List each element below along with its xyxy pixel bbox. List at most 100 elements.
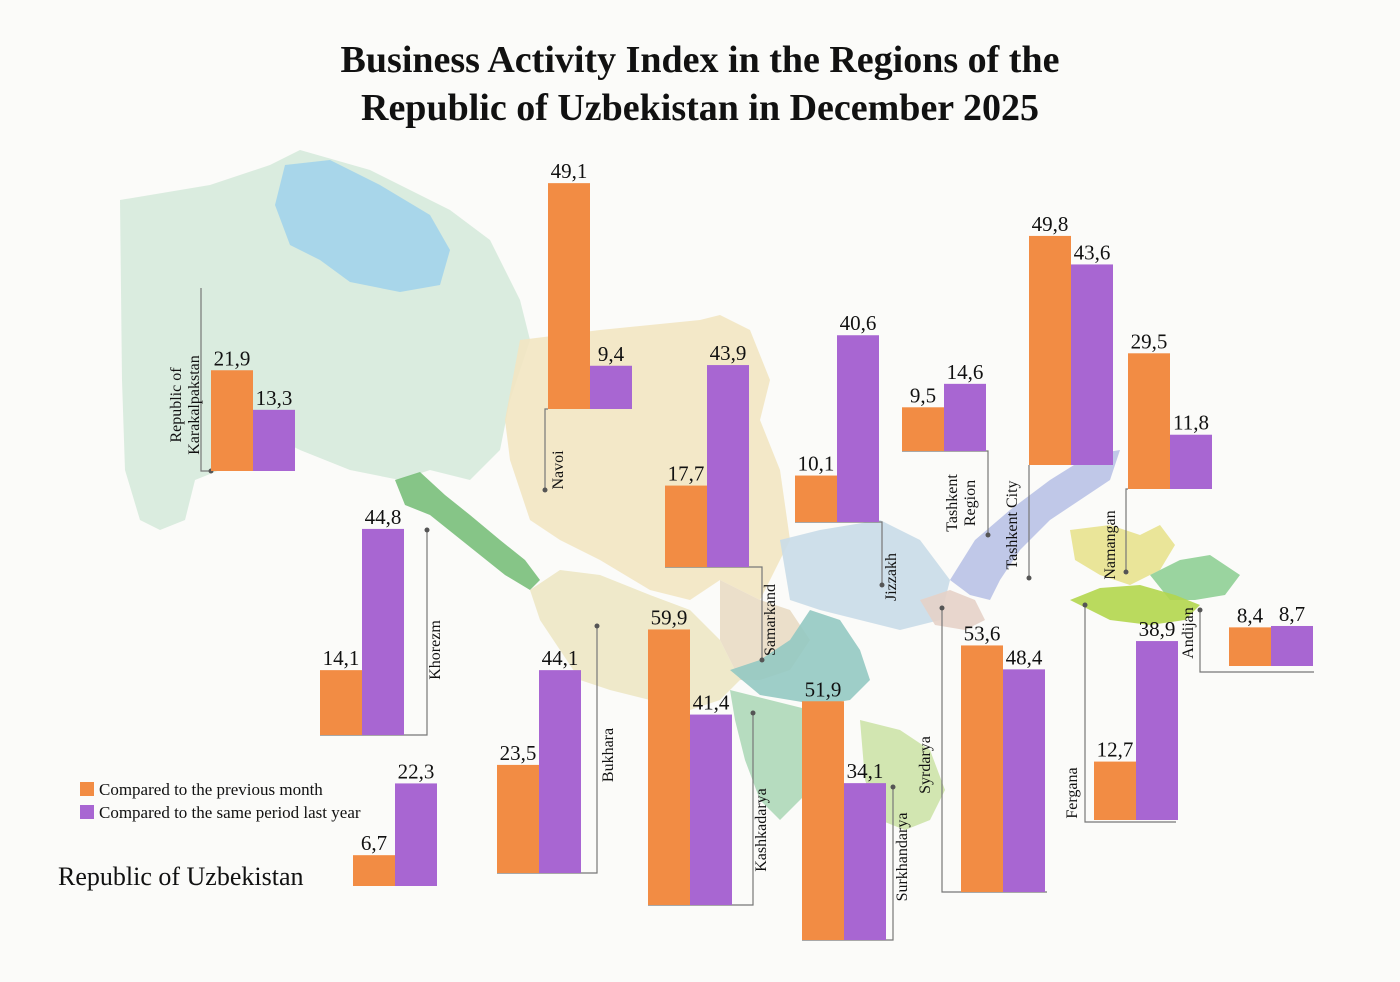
region-label-surkhandarya: Surkhandarya (894, 813, 911, 902)
bar-prev-month-fergana (1094, 761, 1136, 820)
map-aral-sea (275, 160, 450, 292)
bar-prev-month-republic-of-uzbekistan (353, 855, 395, 886)
region-marker-fergana (1082, 602, 1088, 608)
region-marker-bukhara (594, 623, 600, 629)
connector-navoi (544, 408, 548, 490)
bar-same-period-jizzakh (837, 335, 879, 522)
bar-same-period-samarkand (707, 365, 749, 567)
bar-prev-month-republic-of-karakalpakstan (211, 370, 253, 471)
region-marker-tashkent-city (1026, 575, 1032, 581)
value-label-same-period-syrdarya: 48,4 (1006, 645, 1043, 669)
value-label-prev-month-andijan: 8,4 (1237, 603, 1264, 627)
bar-same-period-navoi (590, 365, 632, 409)
connector-jizzakh (795, 521, 883, 585)
bar-same-period-bukhara (539, 670, 581, 873)
value-label-same-period-republic-of-uzbekistan: 22,3 (398, 759, 435, 783)
region-label-republic-of-karakalpakstan: Republic ofKarakalpakstan (168, 355, 203, 455)
value-label-prev-month-kashkadarya: 59,9 (651, 605, 688, 629)
map-region-kashkadarya (730, 610, 870, 705)
value-label-prev-month-fergana: 12,7 (1097, 738, 1134, 762)
connector-andijan (1199, 610, 1314, 673)
legend: Compared to the previous month Compared … (80, 778, 369, 824)
region-label-syrdarya: Syrdarya (917, 736, 934, 794)
region-marker-syrdarya (939, 605, 945, 611)
bar-same-period-surkhandarya (844, 783, 886, 940)
map-region-jizzakh (780, 520, 950, 630)
value-label-prev-month-republic-of-uzbekistan: 6,7 (361, 831, 387, 855)
region-label-andijan: Andijan (1180, 607, 1197, 659)
bar-prev-month-tashkent-region (902, 407, 944, 451)
connector-fergana (1084, 605, 1176, 823)
connector-republic-of-karakalpakstan (200, 288, 211, 472)
region-label-samarkand: Samarkand (762, 584, 779, 656)
value-label-prev-month-republic-of-karakalpakstan: 21,9 (214, 346, 251, 370)
region-marker-surkhandarya (890, 784, 896, 790)
chart-title: Business Activity Index in the Regions o… (0, 36, 1400, 132)
region-label-khorezm: Khorezm (427, 620, 444, 680)
value-label-prev-month-tashkent-region: 9,5 (910, 383, 936, 407)
value-label-prev-month-bukhara: 23,5 (500, 741, 537, 765)
value-label-prev-month-navoi: 49,1 (551, 159, 588, 183)
value-label-same-period-fergana: 38,9 (1139, 617, 1176, 641)
value-label-prev-month-syrdarya: 53,6 (964, 621, 1001, 645)
region-marker-navoi (542, 487, 548, 493)
map-region-syrdarya (920, 590, 985, 630)
region-label-tashkent-city: Tashkent City (1004, 480, 1021, 569)
value-label-same-period-samarkand: 43,9 (710, 341, 747, 365)
region-label-namangan: Namangan (1102, 510, 1119, 579)
map-region-tashkent-region (950, 450, 1120, 600)
value-label-prev-month-tashkent-city: 49,8 (1032, 212, 1069, 236)
legend-item-same-period: Compared to the same period last year (80, 801, 369, 824)
value-label-same-period-kashkadarya: 41,4 (693, 691, 730, 715)
region-marker-andijan (1197, 607, 1203, 613)
region-label-bukhara: Bukhara (600, 728, 617, 782)
bar-prev-month-andijan (1229, 627, 1271, 666)
value-label-same-period-republic-of-karakalpakstan: 13,3 (256, 386, 293, 410)
value-label-same-period-jizzakh: 40,6 (840, 311, 877, 335)
region-label-jizzakh: Jizzakh (883, 553, 900, 601)
bar-same-period-tashkent-region (944, 383, 986, 451)
value-label-same-period-navoi: 9,4 (598, 342, 625, 366)
legend-label-prev-month: Compared to the previous month (99, 780, 323, 799)
title-line-1: Business Activity Index in the Regions o… (340, 39, 1060, 81)
region-marker-namangan (1123, 569, 1129, 575)
bar-prev-month-kashkadarya (648, 629, 690, 905)
bar-same-period-khorezm (362, 528, 404, 735)
bar-prev-month-jizzakh (795, 475, 837, 522)
bar-prev-month-khorezm (320, 670, 362, 735)
legend-item-prev-month: Compared to the previous month (80, 778, 369, 801)
bar-same-period-namangan (1170, 434, 1212, 489)
value-label-same-period-andijan: 8,7 (1279, 602, 1305, 626)
title-line-2: Republic of Uzbekistan in December 2025 (361, 87, 1039, 129)
legend-label-same-period: Compared to the same period last year (99, 803, 361, 822)
bar-prev-month-surkhandarya (802, 701, 844, 940)
legend-swatch-prev-month (80, 782, 94, 796)
bar-prev-month-samarkand (665, 485, 707, 567)
value-label-same-period-surkhandarya: 34,1 (847, 759, 884, 783)
connector-namangan (1125, 488, 1128, 572)
value-label-prev-month-khorezm: 14,1 (323, 646, 360, 670)
map-region-andijan (1150, 555, 1240, 600)
region-marker-tashkent-region (985, 532, 991, 538)
region-marker-kashkadarya (750, 710, 756, 716)
region-label-fergana: Fergana (1064, 767, 1081, 818)
value-label-prev-month-surkhandarya: 51,9 (805, 677, 842, 701)
map-region-namangan (1070, 525, 1175, 585)
value-label-prev-month-namangan: 29,5 (1131, 329, 1168, 353)
legend-swatch-same-period (80, 805, 94, 819)
bar-prev-month-navoi (548, 183, 590, 409)
region-marker-samarkand (759, 657, 765, 663)
value-label-same-period-namangan: 11,8 (1173, 411, 1209, 435)
bar-prev-month-bukhara (497, 764, 539, 873)
value-label-prev-month-jizzakh: 10,1 (798, 452, 835, 476)
region-label-kashkadarya: Kashkadarya (753, 788, 770, 872)
bar-prev-month-syrdarya (961, 645, 1003, 892)
region-label-navoi: Navoi (550, 450, 567, 490)
region-marker-jizzakh (879, 582, 885, 588)
value-label-same-period-tashkent-region: 14,6 (947, 360, 984, 384)
value-label-same-period-khorezm: 44,8 (365, 505, 402, 529)
map-region-fergana (1070, 585, 1200, 625)
bar-same-period-syrdarya (1003, 669, 1045, 892)
bar-same-period-republic-of-karakalpakstan (253, 409, 295, 471)
